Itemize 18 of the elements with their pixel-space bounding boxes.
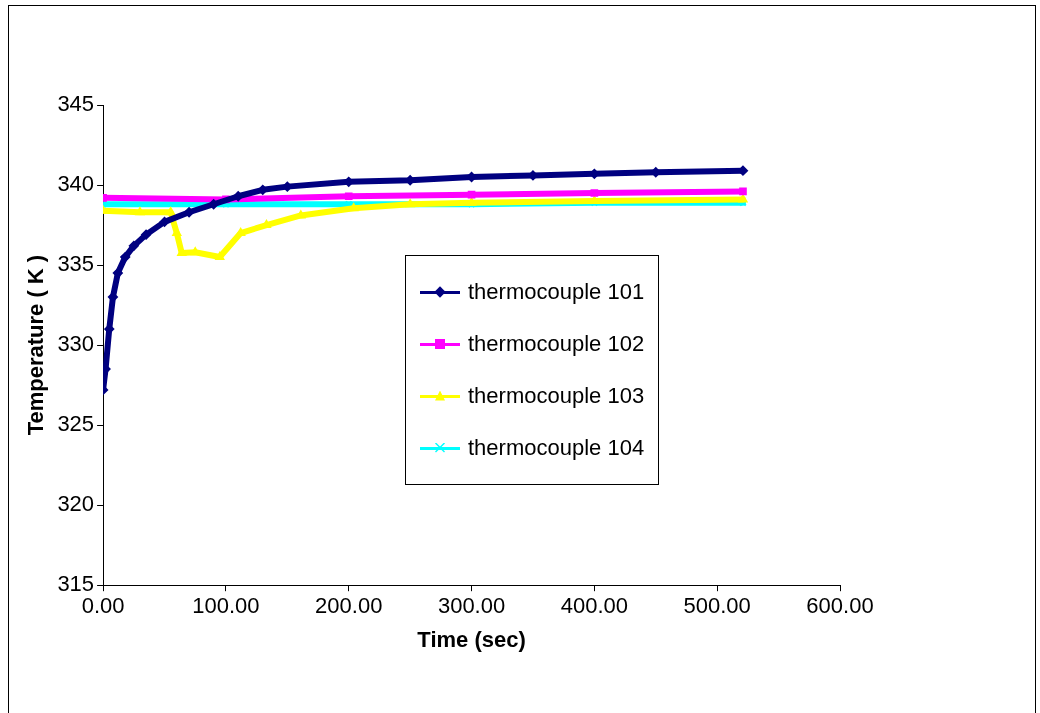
y-tick-label: 335 <box>57 251 95 277</box>
x-tick-label: 100.00 <box>192 593 260 619</box>
legend-label: thermocouple 102 <box>468 331 645 357</box>
x-tick-label: 400.00 <box>560 593 629 619</box>
legend-label: thermocouple 101 <box>468 279 645 305</box>
x-axis-title: Time (sec) <box>417 626 526 652</box>
x-tick-label: 200.00 <box>315 593 383 619</box>
x-tick-label: 600.00 <box>806 593 874 619</box>
y-tick-label: 345 <box>57 91 95 117</box>
y-tick-label: 330 <box>57 331 95 357</box>
y-tick-label: 320 <box>57 491 95 517</box>
legend-label: thermocouple 103 <box>468 383 645 409</box>
x-tick-label: 300.00 <box>437 593 506 619</box>
x-tick-label: 500.00 <box>683 593 751 619</box>
y-tick-label: 325 <box>57 411 95 437</box>
legend-label: thermocouple 104 <box>468 435 645 461</box>
y-axis-title: Temperature ( K ) <box>23 254 49 436</box>
y-tick-label: 340 <box>57 171 95 197</box>
